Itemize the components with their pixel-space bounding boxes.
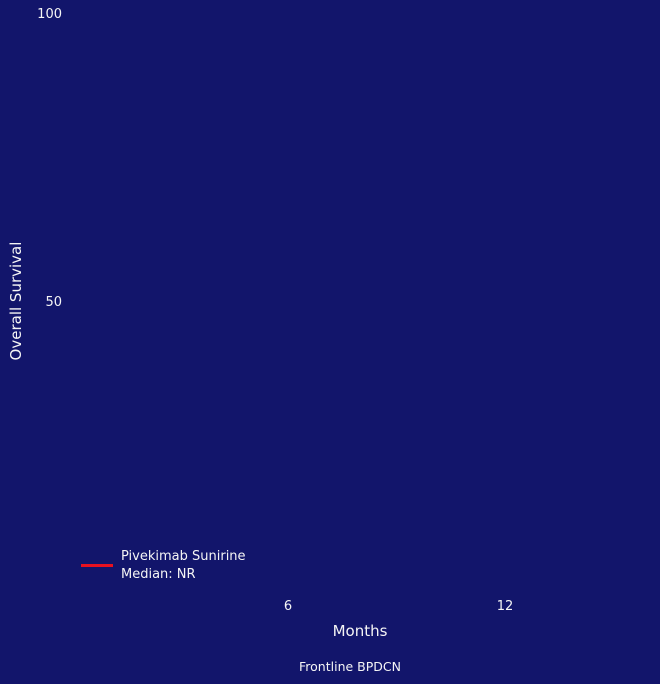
y-tick-label-50: 50 xyxy=(45,295,62,310)
figure-caption: Frontline BPDCN xyxy=(299,659,401,674)
y-tick-label-100: 100 xyxy=(37,7,62,22)
legend-line-swatch xyxy=(81,564,113,567)
legend-series-label: Pivekimab Sunirine xyxy=(121,549,246,564)
x-axis-title: Months xyxy=(332,622,388,640)
legend: Pivekimab Sunirine Median: NR xyxy=(81,548,246,583)
x-tick-label-6: 6 xyxy=(283,599,293,614)
x-tick-label-12: 12 xyxy=(496,599,514,614)
legend-text: Pivekimab Sunirine Median: NR xyxy=(121,548,246,583)
legend-median-label: Median: NR xyxy=(121,566,196,582)
y-axis-title: Overall Survival xyxy=(7,241,25,361)
